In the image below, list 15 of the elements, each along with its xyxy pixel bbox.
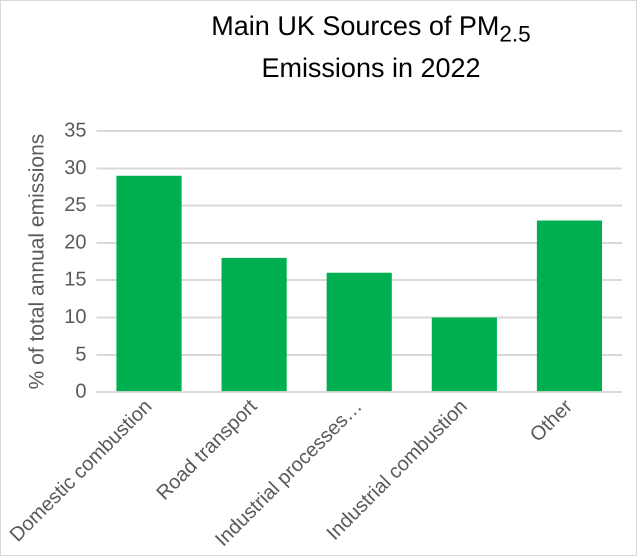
y-tick-label: 5 bbox=[75, 343, 86, 366]
y-tick-label: 10 bbox=[64, 306, 86, 328]
y-tick-label: 20 bbox=[64, 231, 86, 254]
bar bbox=[536, 220, 602, 392]
bar bbox=[432, 318, 497, 392]
y-tick-label: 30 bbox=[64, 156, 86, 179]
y-tick-label: 35 bbox=[64, 120, 86, 142]
y-tick-label: 25 bbox=[64, 194, 86, 216]
y-tick-label: 0 bbox=[75, 380, 86, 403]
bar bbox=[222, 258, 287, 392]
bar bbox=[326, 272, 392, 392]
bar bbox=[116, 176, 182, 392]
y-axis-title: % of total annual emissions bbox=[25, 134, 48, 390]
y-tick-label: 15 bbox=[64, 268, 86, 291]
chart-title: Main UK Sources of PM$_{2.5}$ Emissions in 2022 bbox=[210, 10, 532, 86]
